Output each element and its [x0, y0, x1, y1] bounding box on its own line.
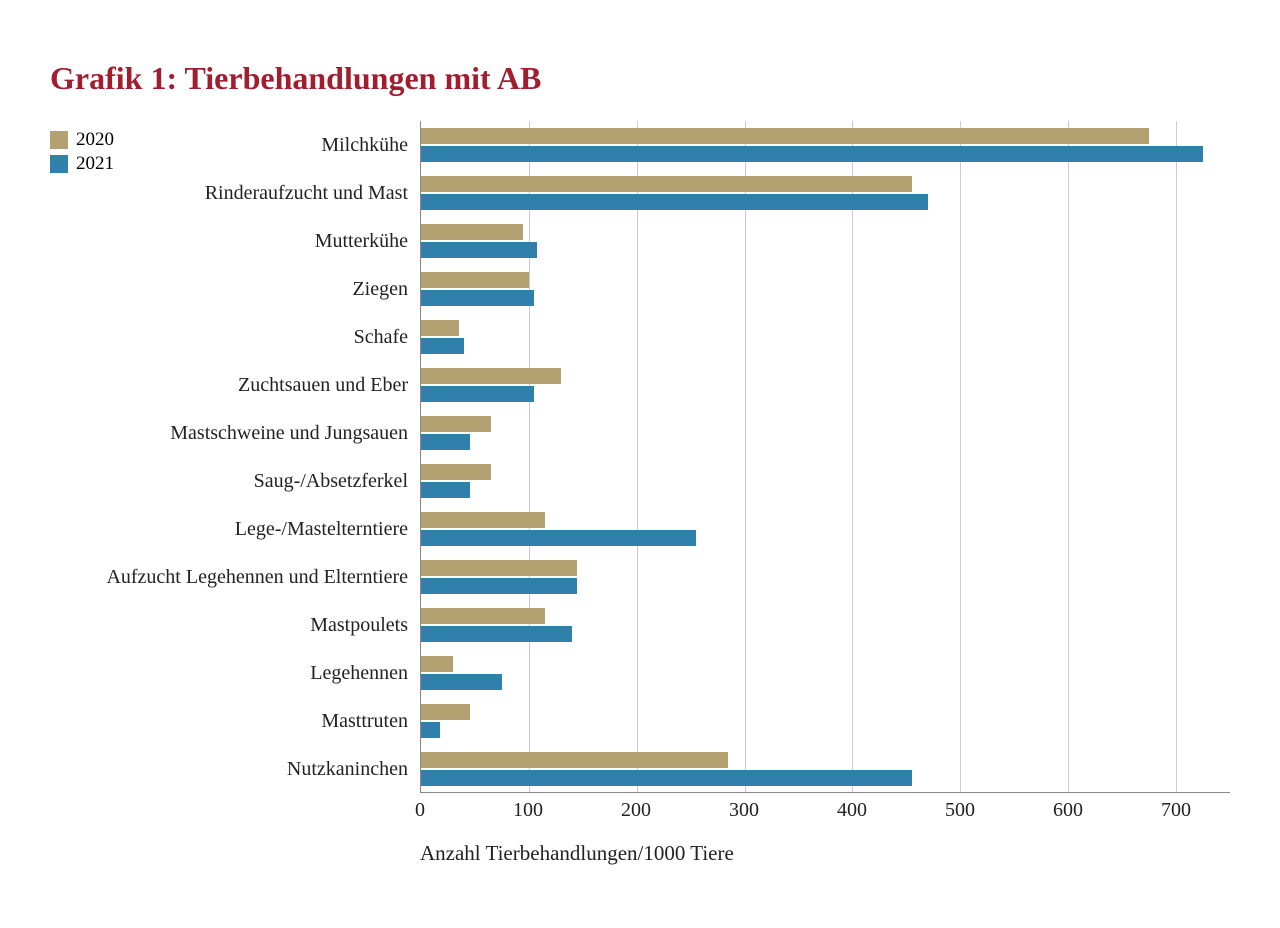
category-label: Zuchtsauen und Eber [50, 361, 408, 409]
bar-2021 [421, 770, 912, 786]
category-label: Mastpoulets [50, 601, 408, 649]
bar-2020 [421, 224, 523, 240]
x-axis: 0100200300400500600700 [420, 793, 1230, 833]
bar-2020 [421, 752, 728, 768]
bar-2020 [421, 320, 459, 336]
category-label: Masttruten [50, 697, 408, 745]
legend-label-2021: 2021 [76, 153, 114, 175]
x-tick-label: 200 [621, 799, 651, 822]
x-tick-label: 300 [729, 799, 759, 822]
bar-group [421, 361, 1230, 409]
x-tick-label: 100 [513, 799, 543, 822]
x-tick-label: 600 [1053, 799, 1083, 822]
legend-item-2020: 2020 [50, 129, 114, 151]
bar-group [421, 601, 1230, 649]
bar-2021 [421, 194, 928, 210]
bar-2020 [421, 464, 491, 480]
category-label: Ziegen [50, 265, 408, 313]
category-label: Lege-/Mastelterntiere [50, 505, 408, 553]
bar-2021 [421, 242, 537, 258]
bar-2021 [421, 530, 696, 546]
legend-swatch-2021 [50, 155, 68, 173]
category-label: Mutterkühe [50, 217, 408, 265]
bar-2021 [421, 290, 534, 306]
bar-group [421, 697, 1230, 745]
bar-group [421, 409, 1230, 457]
bar-group [421, 745, 1230, 793]
bar-2021 [421, 722, 440, 738]
x-axis-label: Anzahl Tierbehandlungen/1000 Tiere [420, 841, 1230, 866]
x-tick-label: 0 [415, 799, 425, 822]
bar-2020 [421, 656, 453, 672]
x-tick-label: 400 [837, 799, 867, 822]
bar-2021 [421, 386, 534, 402]
category-label: Mastschweine und Jungsauen [50, 409, 408, 457]
bar-group [421, 121, 1230, 169]
bar-group [421, 169, 1230, 217]
legend-item-2021: 2021 [50, 153, 114, 175]
bar-2020 [421, 512, 545, 528]
bar-2021 [421, 674, 502, 690]
bar-2021 [421, 482, 470, 498]
bar-group [421, 505, 1230, 553]
x-tick-label: 500 [945, 799, 975, 822]
bar-group [421, 313, 1230, 361]
chart-title: Grafik 1: Tierbehandlungen mit AB [50, 60, 1230, 97]
bar-group [421, 265, 1230, 313]
bar-2021 [421, 434, 470, 450]
bar-group [421, 649, 1230, 697]
legend-label-2020: 2020 [76, 129, 114, 151]
category-label: Saug-/Absetzferkel [50, 457, 408, 505]
bar-2020 [421, 368, 561, 384]
category-label: Aufzucht Legehennen und Elterntiere [50, 553, 408, 601]
bar-2020 [421, 272, 529, 288]
bar-2020 [421, 704, 470, 720]
chart-container: Grafik 1: Tierbehandlungen mit AB 2020 2… [0, 0, 1280, 833]
bar-2021 [421, 626, 572, 642]
bar-2021 [421, 578, 577, 594]
bar-2020 [421, 128, 1149, 144]
y-axis-labels: MilchküheRinderaufzucht und MastMutterkü… [50, 121, 420, 793]
bar-2020 [421, 176, 912, 192]
bar-group [421, 457, 1230, 505]
bar-group [421, 553, 1230, 601]
legend-swatch-2020 [50, 131, 68, 149]
bar-2020 [421, 560, 577, 576]
category-label: Schafe [50, 313, 408, 361]
bar-group [421, 217, 1230, 265]
plot-area [420, 121, 1230, 793]
chart-area: 2020 2021 MilchküheRinderaufzucht und Ma… [50, 121, 1230, 793]
x-tick-label: 700 [1161, 799, 1191, 822]
category-label: Legehennen [50, 649, 408, 697]
bar-2021 [421, 338, 464, 354]
bar-2020 [421, 416, 491, 432]
category-label: Nutzkaninchen [50, 745, 408, 793]
bar-2021 [421, 146, 1203, 162]
bar-2020 [421, 608, 545, 624]
legend: 2020 2021 [50, 129, 114, 177]
